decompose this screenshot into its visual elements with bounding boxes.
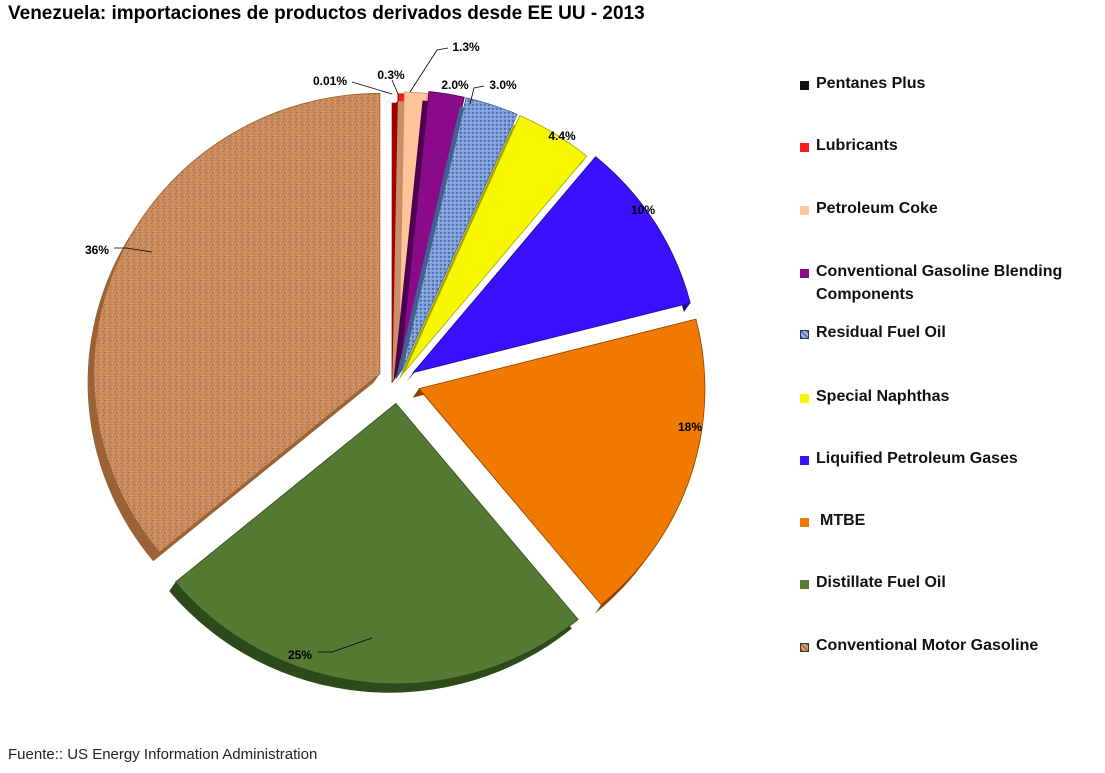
slice-distillate-fuel-oil[interactable] — [174, 402, 579, 685]
data-label-lubricants: 0.3% — [377, 68, 405, 82]
pie-chart: 0.01% 0.3% 1.3% 2.0% 3.0% 4.4% 10% 18% 25% 36% — [85, 40, 706, 693]
legend-item-distillate-fuel-oil: Distillate Fuel Oil — [800, 574, 946, 594]
legend-swatch-special-naphthas — [800, 394, 809, 403]
legend-label-residual-fuel-oil: Residual Fuel Oil — [816, 324, 946, 341]
legend-swatch-pentanes-plus — [800, 81, 809, 90]
legend-swatch-conventional-gasoline-blending-components — [800, 269, 809, 278]
slice-mtbe[interactable] — [418, 318, 706, 606]
legend-item-mtbe: MTBE — [800, 512, 865, 532]
legend-label-lubricants: Lubricants — [816, 137, 898, 154]
data-label-mtbe: 18% — [678, 420, 702, 434]
leader-line-residual-fuel-oil — [469, 85, 485, 105]
data-label-liquified-petroleum-gases: 10% — [631, 203, 655, 217]
legend-swatch-lubricants — [800, 143, 809, 152]
data-label-pentanes-plus: 0.01% — [313, 74, 347, 88]
legend-item-residual-fuel-oil: Residual Fuel Oil — [800, 324, 946, 344]
leader-line-conventional-motor-gasoline — [114, 247, 153, 253]
slice-special-naphthas[interactable] — [403, 115, 588, 373]
legend-swatch-residual-fuel-oil — [800, 330, 809, 339]
legend-label-liquified-petroleum-gases: Liquified Petroleum Gases — [816, 450, 1018, 467]
data-label-special-naphthas: 4.4% — [548, 129, 576, 143]
legend-label-pentanes-plus: Pentanes Plus — [816, 75, 926, 92]
legend-swatch-liquified-petroleum-gases — [800, 456, 809, 465]
leader-line-pentanes-plus — [351, 81, 393, 95]
slice-conventional-motor-gasoline[interactable] — [93, 92, 381, 553]
legend-item-conventional-gasoline-blending-components: Conventional Gasoline Blending Component… — [800, 263, 1086, 306]
slice-side-petroleum-coke — [392, 91, 428, 382]
legend-label-special-naphthas: Special Naphthas — [816, 388, 950, 405]
legend-label-mtbe: MTBE — [820, 512, 866, 529]
leader-line-distillate-fuel-oil — [318, 637, 373, 653]
data-label-petroleum-coke: 1.3% — [452, 40, 480, 54]
data-label-conventional-gasoline-blending-components: 2.0% — [441, 78, 469, 92]
legend-item-lubricants: Lubricants — [800, 137, 898, 157]
data-label-distillate-fuel-oil: 25% — [288, 648, 312, 662]
legend-swatch-mtbe — [800, 518, 809, 527]
legend-label-distillate-fuel-oil: Distillate Fuel Oil — [816, 574, 946, 591]
data-label-conventional-motor-gasoline: 36% — [85, 243, 109, 257]
legend-swatch-conventional-motor-gasoline — [800, 643, 809, 652]
legend-label-conventional-gasoline-blending-components: Conventional Gasoline Blending Component… — [816, 263, 1063, 303]
legend-label-petroleum-coke: Petroleum Coke — [816, 200, 938, 217]
legend-item-special-naphthas: Special Naphthas — [800, 388, 949, 408]
leader-line-petroleum-coke — [409, 47, 449, 93]
legend-swatch-petroleum-coke — [800, 206, 809, 215]
leader-line-lubricants — [391, 79, 399, 95]
chart-source: Fuente:: US Energy Information Administr… — [8, 746, 318, 763]
legend-item-pentanes-plus: Pentanes Plus — [800, 75, 925, 95]
chart-title: Venezuela: importaciones de productos de… — [8, 3, 645, 24]
legend-item-conventional-motor-gasoline: Conventional Motor Gasoline — [800, 637, 1038, 657]
slice-side-conventional-gasoline-blending-components — [393, 91, 465, 380]
legend-label-conventional-motor-gasoline: Conventional Motor Gasoline — [816, 637, 1039, 654]
legend-item-petroleum-coke: Petroleum Coke — [800, 200, 938, 220]
slice-liquified-petroleum-gases[interactable] — [412, 156, 691, 374]
legend-item-liquified-petroleum-gases: Liquified Petroleum Gases — [800, 450, 1018, 470]
legend-swatch-distillate-fuel-oil — [800, 580, 809, 589]
data-label-residual-fuel-oil: 3.0% — [489, 78, 517, 92]
slice-residual-fuel-oil[interactable] — [401, 97, 518, 372]
